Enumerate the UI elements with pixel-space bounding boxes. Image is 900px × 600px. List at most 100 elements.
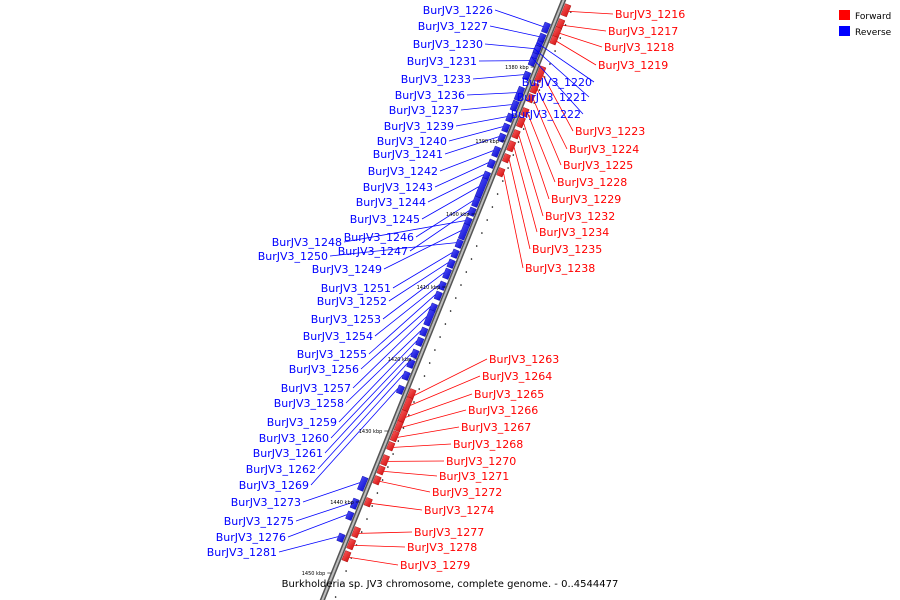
gene-label-burjv3_1232[interactable]: BurJV3_1232 xyxy=(545,210,615,223)
gene-label-burjv3_1277[interactable]: BurJV3_1277 xyxy=(414,526,484,539)
gene-label-burjv3_1219[interactable]: BurJV3_1219 xyxy=(598,59,668,72)
gene-label-burjv3_1260[interactable]: BurJV3_1260 xyxy=(259,432,329,445)
leader-line-burjv3_1232 xyxy=(518,135,544,217)
gene-feature-burjv3_1246 xyxy=(471,195,481,208)
gene-label-burjv3_1263[interactable]: BurJV3_1263 xyxy=(489,353,559,366)
gene-feature-burjv3_1232 xyxy=(511,129,521,140)
gene-label-burjv3_1222[interactable]: BurJV3_1222 xyxy=(511,108,581,121)
gene-label-burjv3_1248[interactable]: BurJV3_1248 xyxy=(272,236,342,249)
legend: Forward Reverse xyxy=(839,10,892,38)
backbone-dot xyxy=(413,401,415,403)
leader-line-burjv3_1237 xyxy=(460,104,512,111)
gene-feature-burjv3_1237 xyxy=(509,99,520,112)
gene-label-burjv3_1264[interactable]: BurJV3_1264 xyxy=(482,370,552,383)
gene-label-burjv3_1257[interactable]: BurJV3_1257 xyxy=(281,382,351,395)
gene-label-burjv3_1217[interactable]: BurJV3_1217 xyxy=(608,25,678,38)
gene-label-burjv3_1249[interactable]: BurJV3_1249 xyxy=(312,263,382,276)
gene-label-burjv3_1256[interactable]: BurJV3_1256 xyxy=(289,363,359,376)
gene-label-burjv3_1273[interactable]: BurJV3_1273 xyxy=(231,496,301,509)
gene-feature-burjv3_1239 xyxy=(505,112,515,123)
gene-label-burjv3_1236[interactable]: BurJV3_1236 xyxy=(395,89,465,102)
gene-label-burjv3_1239[interactable]: BurJV3_1239 xyxy=(384,120,454,133)
gene-feature-burjv3_1227 xyxy=(537,32,547,43)
gene-label-burjv3_1262[interactable]: BurJV3_1262 xyxy=(246,463,316,476)
gene-label-burjv3_1267[interactable]: BurJV3_1267 xyxy=(461,421,531,434)
gene-label-burjv3_1238[interactable]: BurJV3_1238 xyxy=(525,262,595,275)
gene-label-burjv3_1224[interactable]: BurJV3_1224 xyxy=(569,143,639,156)
gene-label-burjv3_1271[interactable]: BurJV3_1271 xyxy=(439,470,509,483)
gene-label-burjv3_1259[interactable]: BurJV3_1259 xyxy=(267,416,337,429)
gene-label-burjv3_1270[interactable]: BurJV3_1270 xyxy=(446,455,516,468)
gene-label-burjv3_1265[interactable]: BurJV3_1265 xyxy=(474,388,544,401)
gene-label-burjv3_1253[interactable]: BurJV3_1253 xyxy=(311,313,381,326)
gene-feature-burjv3_1236 xyxy=(513,85,526,102)
leader-line-burjv3_1259 xyxy=(338,340,418,423)
gene-label-burjv3_1218[interactable]: BurJV3_1218 xyxy=(604,41,674,54)
leader-line-burjv3_1223 xyxy=(542,75,574,132)
gene-label-burjv3_1237[interactable]: BurJV3_1237 xyxy=(389,104,459,117)
gene-label-burjv3_1272[interactable]: BurJV3_1272 xyxy=(432,486,502,499)
backbone-dot xyxy=(366,518,368,520)
gene-feature-burjv3_1229 xyxy=(516,116,526,129)
gene-label-burjv3_1276[interactable]: BurJV3_1276 xyxy=(216,531,286,544)
gene-label-burjv3_1231[interactable]: BurJV3_1231 xyxy=(407,55,477,68)
gene-label-burjv3_1235[interactable]: BurJV3_1235 xyxy=(532,243,602,256)
leader-line-burjv3_1279 xyxy=(349,557,399,566)
leader-line-burjv3_1274 xyxy=(370,503,423,511)
gene-label-burjv3_1241[interactable]: BurJV3_1241 xyxy=(373,148,443,161)
leader-line-burjv3_1267 xyxy=(397,426,460,438)
backbone-dot xyxy=(496,193,499,195)
gene-feature-burjv3_1238 xyxy=(496,167,506,178)
gene-label-burjv3_1243[interactable]: BurJV3_1243 xyxy=(363,181,433,194)
gene-label-burjv3_1230[interactable]: BurJV3_1230 xyxy=(413,38,483,51)
gene-label-burjv3_1275[interactable]: BurJV3_1275 xyxy=(224,515,294,528)
gene-label-burjv3_1216[interactable]: BurJV3_1216 xyxy=(615,8,685,21)
gene-label-burjv3_1225[interactable]: BurJV3_1225 xyxy=(563,159,633,172)
backbone-dot xyxy=(481,232,483,234)
leader-line-burjv3_1247 xyxy=(409,210,470,252)
backbone-dot xyxy=(512,154,515,156)
gene-label-burjv3_1255[interactable]: BurJV3_1255 xyxy=(297,348,367,361)
leader-line-burjv3_1224 xyxy=(537,89,568,150)
gene-label-burjv3_1254[interactable]: BurJV3_1254 xyxy=(303,330,373,343)
gene-feature-burjv3_1228 xyxy=(520,107,530,118)
backbone-dot xyxy=(439,336,441,338)
gene-label-burjv3_1278[interactable]: BurJV3_1278 xyxy=(407,541,477,554)
gene-feature-burjv3_1255 xyxy=(433,290,443,301)
gene-label-burjv3_1242[interactable]: BurJV3_1242 xyxy=(368,165,438,178)
gene-feature-burjv3_1271 xyxy=(376,465,386,476)
gene-label-burjv3_1228[interactable]: BurJV3_1228 xyxy=(557,176,627,189)
gene-label-burjv3_1261[interactable]: BurJV3_1261 xyxy=(253,447,323,460)
gene-label-burjv3_1233[interactable]: BurJV3_1233 xyxy=(401,73,471,86)
gene-label-burjv3_1250[interactable]: BurJV3_1250 xyxy=(258,250,328,263)
gene-feature-burjv3_1225 xyxy=(526,93,536,104)
backbone-dot xyxy=(486,219,489,221)
gene-feature-burjv3_1235 xyxy=(501,153,511,164)
gene-label-burjv3_1229[interactable]: BurJV3_1229 xyxy=(551,193,621,206)
gene-label-burjv3_1240[interactable]: BurJV3_1240 xyxy=(377,135,447,148)
gene-label-burjv3_1234[interactable]: BurJV3_1234 xyxy=(539,226,609,239)
gene-label-burjv3_1245[interactable]: BurJV3_1245 xyxy=(350,213,420,226)
gene-label-burjv3_1221[interactable]: BurJV3_1221 xyxy=(517,91,587,104)
leader-line-burjv3_1229 xyxy=(523,123,550,200)
gene-label-burjv3_1246[interactable]: BurJV3_1246 xyxy=(344,231,414,244)
gene-label-burjv3_1244[interactable]: BurJV3_1244 xyxy=(356,196,426,209)
gene-label-burjv3_1279[interactable]: BurJV3_1279 xyxy=(400,559,470,572)
gene-label-burjv3_1226[interactable]: BurJV3_1226 xyxy=(423,4,493,17)
gene-label-burjv3_1220[interactable]: BurJV3_1220 xyxy=(522,76,592,89)
gene-label-burjv3_1247[interactable]: BurJV3_1247 xyxy=(338,245,408,258)
gene-label-burjv3_1268[interactable]: BurJV3_1268 xyxy=(453,438,523,451)
gene-feature-burjv3_1270 xyxy=(380,454,390,467)
gene-label-burjv3_1223[interactable]: BurJV3_1223 xyxy=(575,125,645,138)
leader-line-burjv3_1262 xyxy=(317,374,404,470)
backbone-dot xyxy=(460,284,462,286)
gene-label-burjv3_1251[interactable]: BurJV3_1251 xyxy=(321,282,391,295)
gene-label-burjv3_1258[interactable]: BurJV3_1258 xyxy=(274,397,344,410)
gene-label-burjv3_1274[interactable]: BurJV3_1274 xyxy=(424,504,494,517)
gene-label-burjv3_1269[interactable]: BurJV3_1269 xyxy=(239,479,309,492)
gene-label-burjv3_1266[interactable]: BurJV3_1266 xyxy=(468,404,538,417)
gene-label-burjv3_1252[interactable]: BurJV3_1252 xyxy=(317,295,387,308)
gene-label-burjv3_1281[interactable]: BurJV3_1281 xyxy=(207,546,277,559)
leader-line-burjv3_1227 xyxy=(489,25,540,37)
gene-label-burjv3_1227[interactable]: BurJV3_1227 xyxy=(418,20,488,33)
